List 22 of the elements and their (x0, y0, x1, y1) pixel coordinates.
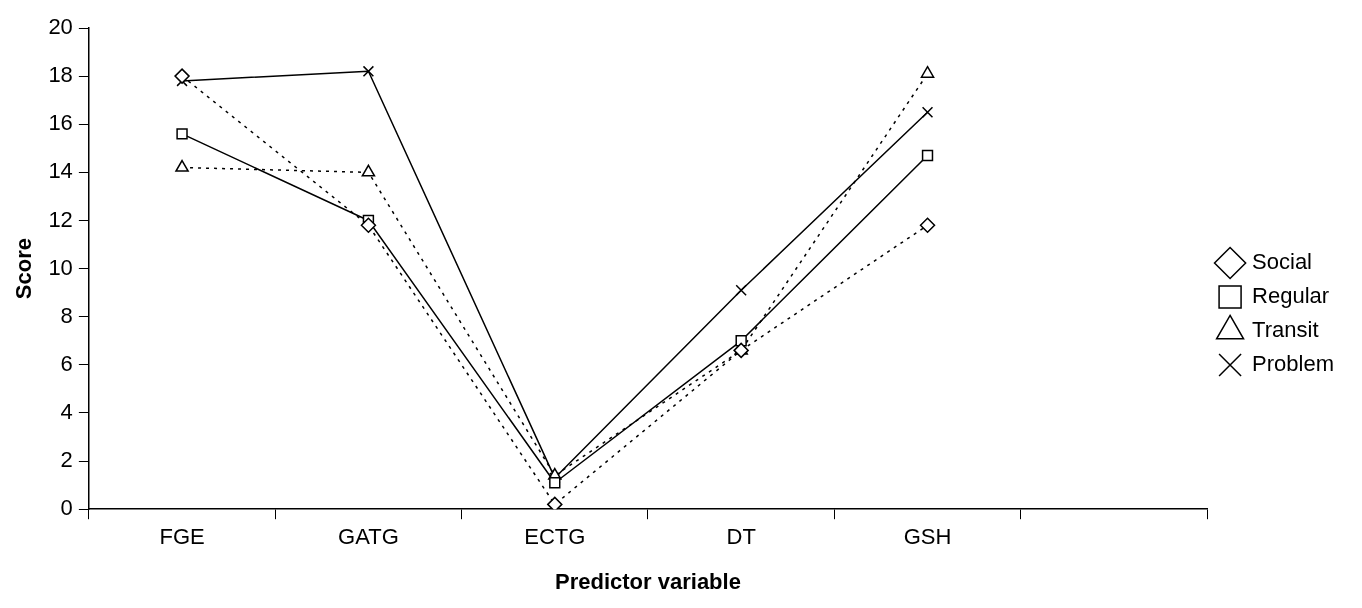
y-tick-label: 0 (60, 495, 73, 521)
y-tick-label: 18 (48, 62, 73, 88)
x-tick-label: GATG (338, 524, 399, 550)
y-tick-label: 20 (48, 14, 73, 40)
y-tick-label: 12 (48, 206, 73, 232)
y-tick-label: 6 (60, 350, 73, 376)
x-tick-label: GSH (903, 524, 952, 550)
legend-label: Social (1252, 249, 1312, 275)
legend-label: Problem (1252, 351, 1334, 377)
y-tick-label: 8 (60, 302, 73, 328)
x-tick-label: FGE (159, 524, 205, 550)
x-tick-label: DT (726, 524, 756, 550)
y-tick-label: 16 (48, 110, 73, 136)
x-axis-title: Predictor variable (555, 568, 741, 594)
legend-label: Regular (1252, 283, 1330, 309)
y-tick-label: 14 (48, 158, 73, 184)
y-tick-label: 2 (60, 447, 73, 473)
y-tick-label: 10 (48, 254, 73, 280)
y-tick-label: 4 (60, 399, 73, 425)
x-tick-label: ECTG (524, 524, 586, 550)
legend-label: Transit (1252, 317, 1319, 343)
y-axis-title: Score (11, 238, 37, 300)
